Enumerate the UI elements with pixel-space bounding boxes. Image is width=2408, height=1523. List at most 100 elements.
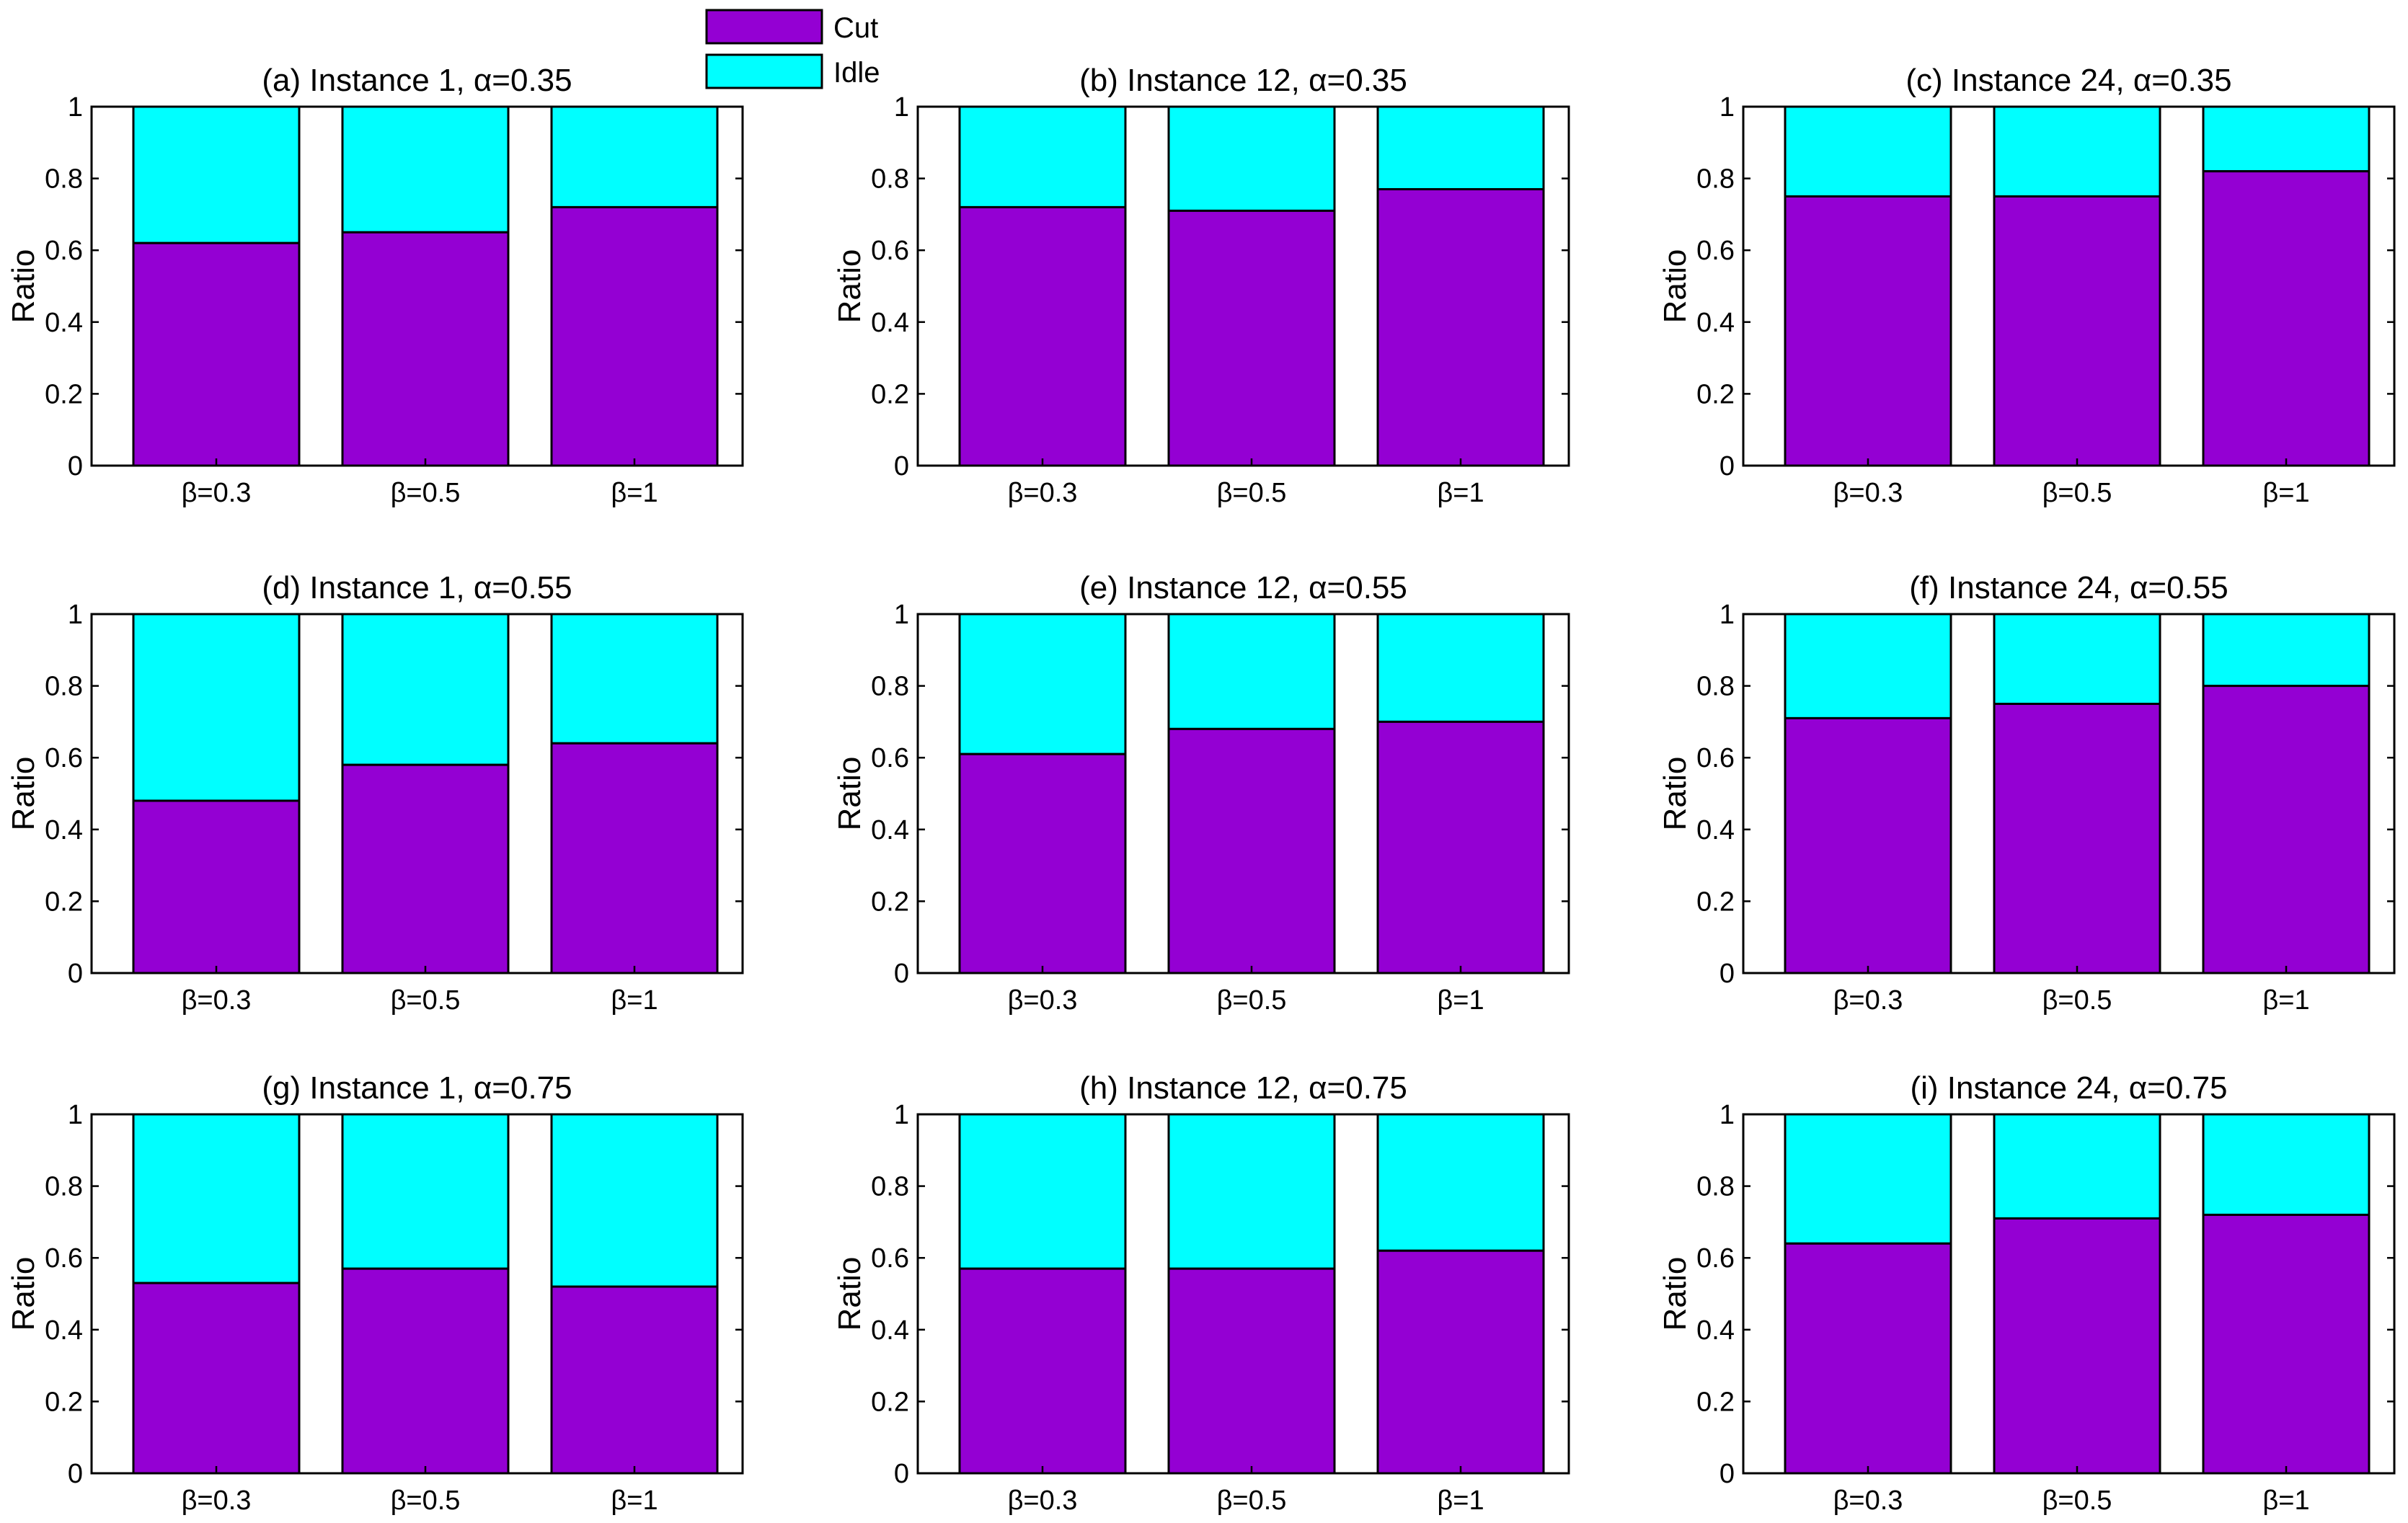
y-tick-label: 0.4 [1696,1315,1735,1346]
axes-frame [1742,105,2396,467]
legend-label-cut: Cut [833,12,878,44]
bar-idle [1167,105,1336,212]
y-tick-label: 0.6 [871,1243,909,1274]
bar-idle [341,1113,510,1270]
subplot-title: (g) Instance 1, α=0.75 [262,1070,572,1106]
bar-cut [132,241,301,467]
bar-cut [550,742,719,974]
bar-cut [2202,1213,2371,1475]
bar-idle [550,1113,719,1288]
bar-idle [132,105,301,244]
subplot-6: (g) Instance 1, α=0.75 Ratio β=0.3 β=0.5 β=1… [6,1070,744,1516]
y-tick-label: 0 [1719,1459,1735,1489]
y-tick-label: 0.2 [871,1387,909,1417]
bar-idle [341,105,510,234]
bar-idle [132,613,301,802]
x-tick-label: β=0.5 [2042,1486,2112,1516]
y-tick-label: 1 [1719,1100,1735,1130]
x-tick-label: β=0.5 [1217,478,1287,508]
bar-cut [1993,703,2161,974]
subplot-title: (e) Instance 12, α=0.55 [1079,570,1407,605]
bar-idle [341,613,510,766]
y-tick-label: 0.2 [45,887,83,917]
y-tick-label: 0.8 [871,1172,909,1202]
y-tick-label: 1 [894,92,909,123]
y-axis-label: Ratio [1657,757,1693,831]
x-tick-label: β=0.5 [1217,1486,1287,1516]
y-tick-label: 0 [1719,959,1735,989]
bar-cut [1376,188,1545,467]
subplot-3: (d) Instance 1, α=0.55 Ratio β=0.3 β=0.5 β=1… [6,570,744,1016]
subplot-2: (c) Instance 24, α=0.35 Ratio β=0.3 β=0.5 β=… [1657,63,2396,508]
x-tick-label: β=0.5 [391,1486,461,1516]
bar-cut [550,205,719,467]
subplot-title: (h) Instance 12, α=0.75 [1079,1070,1407,1106]
subplot-title: (d) Instance 1, α=0.55 [262,570,572,605]
y-tick-label: 0 [894,1459,909,1489]
x-tick-label: β=0.5 [1217,985,1287,1016]
bar-idle [1993,105,2161,197]
bar-cut [341,1267,510,1475]
bar-cut [1167,727,1336,974]
y-tick-label: 0.6 [871,743,909,773]
y-tick-label: 0.4 [45,815,83,845]
bar-idle [958,1113,1127,1270]
bar-cut [132,1282,301,1475]
y-tick-label: 0.2 [45,379,83,409]
subplot-title: (b) Instance 12, α=0.35 [1079,63,1407,98]
y-tick-label: 0.6 [45,1243,83,1274]
bar-idle [2202,1113,2371,1216]
y-tick-label: 0 [894,959,909,989]
y-tick-label: 0.2 [871,379,909,409]
subplot-title: (a) Instance 1, α=0.35 [262,63,572,98]
y-tick-label: 0.8 [1696,672,1735,702]
y-tick-label: 0.4 [1696,308,1735,338]
bar-idle [1376,105,1545,191]
y-tick-label: 1 [894,1100,909,1130]
axes-frame [1742,1113,2396,1475]
bar-idle [1784,105,1952,197]
bar-cut [958,205,1127,467]
bar-idle [1784,613,1952,719]
subplot-4: (e) Instance 12, α=0.55 Ratio β=0.3 β=0.5 β=… [832,570,1570,1016]
axes-frame [90,105,744,467]
x-tick-label: β=0.3 [1008,985,1078,1016]
y-tick-label: 1 [68,600,83,630]
subplot-title: (i) Instance 24, α=0.75 [1910,1070,2227,1106]
x-tick-label: β=1 [611,985,658,1016]
x-tick-label: β=0.3 [182,478,252,508]
chart-legend: Cut Idle [705,9,880,89]
y-tick-label: 0.2 [45,1387,83,1417]
bar-idle [1167,613,1336,730]
y-tick-label: 0.8 [871,672,909,702]
bar-idle [1784,1113,1952,1245]
subplot-5: (f) Instance 24, α=0.55 Ratio β=0.3 β=0.5 β=… [1657,570,2396,1016]
subplot-title: (c) Instance 24, α=0.35 [1905,63,2231,98]
y-axis-label: Ratio [6,249,41,324]
y-tick-label: 0 [1719,451,1735,481]
x-tick-label: β=0.5 [391,478,461,508]
bar-idle [2202,613,2371,688]
bar-idle [550,105,719,208]
y-tick-label: 1 [894,600,909,630]
y-tick-label: 0.4 [45,1315,83,1346]
y-axis-label: Ratio [832,249,867,324]
x-tick-label: β=1 [1437,1486,1484,1516]
x-tick-label: β=1 [2262,478,2309,508]
bar-idle [550,613,719,745]
bar-cut [2202,170,2371,467]
y-tick-label: 0 [68,1459,83,1489]
bar-idle [1167,1113,1336,1270]
subplot-1: (b) Instance 12, α=0.35 Ratio β=0.3 β=0.5 β=… [832,63,1570,508]
bar-cut [2202,685,2371,974]
y-tick-label: 0.8 [871,164,909,195]
y-tick-label: 0.2 [1696,887,1735,917]
x-tick-label: β=1 [611,478,658,508]
bar-cut [341,231,510,467]
y-tick-label: 0.2 [1696,1387,1735,1417]
bar-cut [1784,1242,1952,1475]
y-tick-label: 0.8 [45,672,83,702]
axes-frame [916,1113,1570,1475]
legend-swatch-cut [705,9,823,45]
